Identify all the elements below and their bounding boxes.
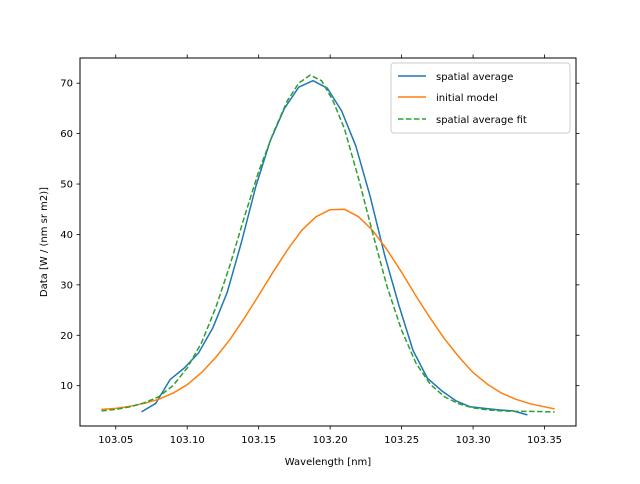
x-tick-label: 103.35 — [527, 435, 562, 446]
x-tick-label: 103.15 — [241, 435, 276, 446]
x-tick-label: 103.10 — [170, 435, 205, 446]
series-line-3 — [101, 74, 555, 413]
y-tick-label: 70 — [60, 79, 73, 90]
series-lines — [101, 74, 555, 416]
legend-label: spatial average fit — [436, 115, 527, 126]
legend: spatial average initial model spatial av… — [390, 62, 571, 134]
axes-frame — [79, 57, 577, 427]
x-tick-label: 103.25 — [384, 435, 419, 446]
x-tick-label: 103.05 — [98, 435, 133, 446]
y-tick-label: 10 — [60, 381, 73, 392]
x-tick-label: 103.30 — [456, 435, 491, 446]
y-tick-label: 40 — [60, 230, 73, 241]
tick-labels: 103.05 103.10 103.15 103.20 103.25 103.30 103.… — [60, 79, 562, 446]
y-axis-label: Data [W / (nm sr m2)] — [39, 187, 50, 297]
ticks — [76, 54, 580, 430]
series-line-2 — [101, 208, 555, 411]
y-tick-label: 20 — [60, 331, 73, 342]
y-tick-label: 60 — [60, 129, 73, 140]
y-tick-label: 50 — [60, 180, 73, 191]
legend-label: spatial average — [436, 72, 513, 83]
x-tick-label: 103.20 — [313, 435, 348, 446]
legend-box — [390, 62, 571, 134]
y-tick-label: 30 — [60, 280, 73, 291]
series-line-1 — [141, 79, 528, 416]
legend-label: initial model — [436, 93, 498, 104]
x-axis-label: Wavelength [nm] — [285, 457, 371, 468]
